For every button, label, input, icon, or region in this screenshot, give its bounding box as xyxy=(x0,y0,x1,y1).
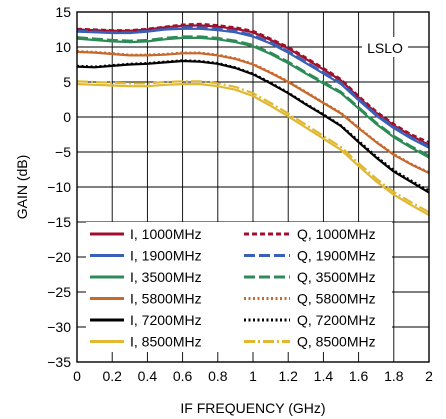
series-line-q-1000mhz xyxy=(76,22,430,144)
legend-label: I, 3500MHz xyxy=(130,269,202,285)
y-tick-label: −30 xyxy=(47,319,71,335)
legend-label: Q, 5800MHz xyxy=(297,291,376,307)
series-line-q-1900mhz xyxy=(76,26,430,148)
y-tick-label: −20 xyxy=(47,249,71,265)
legend-label: I, 1900MHz xyxy=(130,248,202,264)
x-tick-label: 2 xyxy=(425,368,433,384)
y-tick-label: 0 xyxy=(63,109,71,125)
legend-label: Q, 8500MHz xyxy=(297,334,376,350)
x-tick-label: 1.4 xyxy=(314,368,334,384)
legend-label: I, 5800MHz xyxy=(130,291,202,307)
series-lines xyxy=(76,22,430,216)
y-tick-label: −15 xyxy=(47,214,71,230)
y-tick-label: −5 xyxy=(55,144,71,160)
x-tick-label: 0.4 xyxy=(138,368,158,384)
tick-labels: 0 0.2 0.4 0.6 0.8 1 1.2 1.4 1.6 1.8 2 15 10 5 0 −5 −10 −1… xyxy=(47,4,433,384)
x-tick-label: 1.2 xyxy=(278,368,298,384)
legend-label: I, 1000MHz xyxy=(130,226,202,242)
y-tick-label: 10 xyxy=(55,39,71,55)
legend-label: Q, 1000MHz xyxy=(297,226,376,242)
legend-label: Q, 7200MHz xyxy=(297,312,376,328)
x-tick-label: 1.8 xyxy=(384,368,404,384)
x-tick-label: 0.2 xyxy=(102,368,122,384)
y-tick-label: 15 xyxy=(55,4,71,20)
series-line-i-8500mhz xyxy=(76,82,430,216)
annotation-box: LSLO xyxy=(362,37,429,57)
x-tick-label: 0.6 xyxy=(173,368,193,384)
plot-frame xyxy=(76,11,430,363)
y-tick-label: 5 xyxy=(63,74,71,90)
y-tick-label: −35 xyxy=(47,354,71,370)
y-axis-title: GAIN (dB) xyxy=(14,155,30,220)
legend-label: I, 7200MHz xyxy=(130,312,202,328)
x-tick-label: 0 xyxy=(73,368,81,384)
series-line-q-8500mhz xyxy=(76,80,430,214)
x-tick-label: 1.6 xyxy=(349,368,369,384)
series-line-q-7200mhz xyxy=(76,59,430,192)
x-axis-title: IF FREQUENCY (GHz) xyxy=(180,400,325,416)
y-tick-label: −25 xyxy=(47,284,71,300)
series-line-q-5800mhz xyxy=(76,50,430,174)
legend: I, 1000MHz Q, 1000MHz I, 1900MHz Q, 1900MHz… xyxy=(86,222,392,352)
annotation-lslo: LSLO xyxy=(367,40,403,56)
x-tick-label: 1 xyxy=(249,368,257,384)
legend-label: Q, 1900MHz xyxy=(297,248,376,264)
series-line-q-3500mhz xyxy=(76,35,430,157)
x-tick-label: 0.8 xyxy=(208,368,228,384)
legend-label: Q, 3500MHz xyxy=(297,269,376,285)
legend-label: I, 8500MHz xyxy=(130,334,202,350)
y-tick-label: −10 xyxy=(47,179,71,195)
